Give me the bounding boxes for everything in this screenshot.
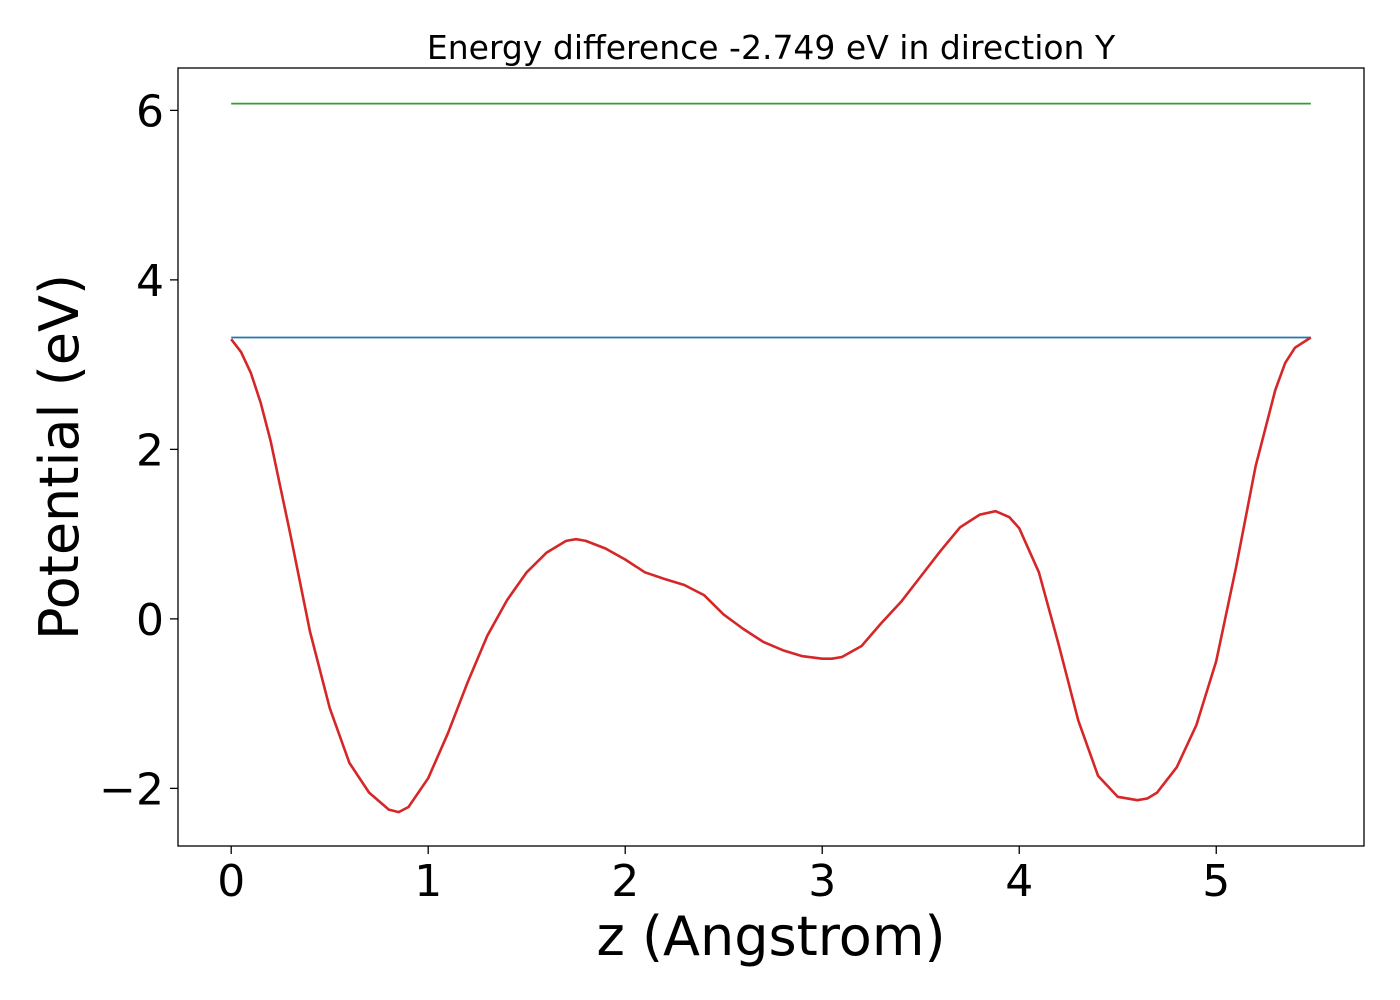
plot-area bbox=[177, 67, 1365, 847]
y-tick-label: 0 bbox=[136, 595, 164, 646]
x-axis-label: z (Angstrom) bbox=[596, 905, 945, 968]
y-axis-ticks: −2 0 2 4 6 bbox=[99, 86, 178, 815]
x-tick-label: 3 bbox=[808, 856, 836, 907]
x-axis-ticks: 0 1 2 3 4 5 bbox=[217, 846, 1230, 907]
y-tick-label: 4 bbox=[136, 256, 164, 307]
x-tick-label: 4 bbox=[1005, 856, 1033, 907]
y-tick-label: −2 bbox=[99, 764, 164, 815]
x-tick-label: 0 bbox=[217, 856, 245, 907]
plot-frame bbox=[177, 67, 1365, 847]
x-tick-label: 5 bbox=[1202, 856, 1230, 907]
y-tick-label: 6 bbox=[136, 86, 164, 137]
x-tick-label: 2 bbox=[611, 856, 639, 907]
series-layer bbox=[230, 102, 1312, 814]
chart-title: Energy difference -2.749 eV in direction… bbox=[427, 28, 1116, 67]
x-tick-label: 1 bbox=[414, 856, 442, 907]
y-tick-label: 2 bbox=[136, 425, 164, 476]
y-axis-label: Potential (eV) bbox=[28, 274, 91, 640]
series-line-2 bbox=[230, 336, 1312, 814]
